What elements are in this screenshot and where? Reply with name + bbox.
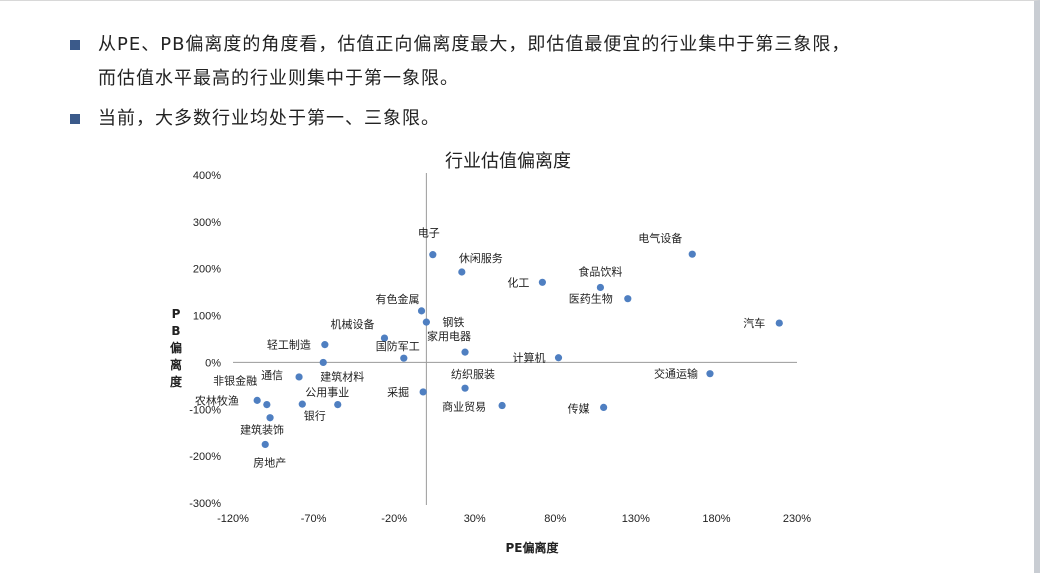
data-point [253,396,261,404]
point-label: 通信 [261,369,283,382]
point-label: 国防军工 [376,339,420,353]
data-point [554,354,563,362]
y-tick-label: -300% [189,498,221,510]
data-point [298,400,306,408]
bullet-square-icon [70,40,80,50]
point-label: 电气设备 [638,231,682,245]
point-label: 食品饮料 [578,264,622,278]
point-label: 家用电器 [427,329,471,343]
bullet-list: 从PE、PB偏离度的角度看，估值正向偏离度最大，即估值最便宜的行业集中于第三象限… [70,28,970,136]
data-point [596,283,605,292]
x-tick-label: 30% [464,513,486,525]
point-label: 汽车 [743,316,765,330]
data-point [538,278,546,286]
y-tick-label: 300% [193,217,221,229]
data-point [600,403,608,412]
data-point [380,334,389,342]
data-point [266,414,274,422]
y-tick-label: 400% [193,170,221,182]
point-label: 房地产 [253,455,286,469]
data-point [417,307,426,315]
data-point [419,388,427,396]
point-label: 钢铁 [442,316,464,329]
point-label: 计算机 [513,351,546,365]
data-point [461,384,469,392]
data-point [400,354,408,362]
data-point [775,319,783,327]
data-point [429,251,437,259]
chart-title: 行业估值偏离度 [445,151,571,172]
x-tick-label: 180% [702,513,730,525]
data-point [706,370,714,378]
x-tick-label: -20% [381,513,407,525]
y-tick-label: 0% [205,357,221,369]
point-label: 休闲服务 [459,251,503,265]
data-point [295,373,303,381]
x-axis-title: PE偏离度 [506,540,560,555]
point-label: 纺织服装 [451,367,495,381]
data-point [261,440,269,449]
data-point [688,250,696,258]
y-tick-label: 200% [193,264,221,276]
point-label: 传媒 [568,402,590,415]
y-tick-label: -100% [189,404,221,416]
bullet-line: 当前，大多数行业均处于第一、三象限。 [98,108,440,129]
point-label: 化工 [507,275,529,289]
x-tick-label: -70% [301,513,327,525]
bullet-line: 而估值水平最高的行业则集中于第一象限。 [98,68,459,89]
point-label: 机械设备 [330,317,374,331]
point-label: 交通运输 [654,367,698,381]
data-point [624,295,632,303]
data-point [319,358,327,367]
y-axis-title-char: 离 [170,357,182,372]
y-axis-title-char: B [171,324,180,338]
point-label: 农林牧渔 [195,394,239,408]
data-point [461,348,469,356]
data-points [253,250,783,449]
x-tick-label: -120% [217,513,249,525]
bullet-item: 从PE、PB偏离度的角度看，估值正向偏离度最大，即估值最便宜的行业集中于第三象限… [70,28,970,96]
y-axis-title-char: 偏 [170,340,182,355]
point-label: 医药生物 [569,292,613,306]
data-point [422,318,430,326]
bullet-square-icon [70,114,80,124]
y-tick-label: -200% [189,451,221,463]
data-point [334,401,342,409]
point-label: 建筑装饰 [240,423,284,437]
data-point [458,268,466,276]
x-tick-label: 130% [622,513,650,525]
y-tick-label: 100% [193,311,221,323]
point-label: 银行 [304,409,326,423]
bullet-item: 当前，大多数行业均处于第一、三象限。 [70,102,970,136]
y-axis-title-char: P [172,307,181,321]
data-point [321,341,329,349]
y-axis-title: PB偏离度 [170,307,183,389]
point-label: 电子 [418,227,440,240]
point-label: 商业贸易 [442,400,486,414]
x-tick-label: 80% [544,513,566,525]
y-tick-labels: 400% 300% 200% 100% 0% -100% -200% -300% [189,170,221,510]
data-point [263,401,271,409]
bullet-line: 从PE、PB偏离度的角度看，估值正向偏离度最大，即估值最便宜的行业集中于第三象限… [98,34,851,55]
point-label: 有色金属 [376,292,420,306]
data-point [498,401,506,410]
x-tick-labels: -120% -70% -20% 30% 80% 130% 180% 230% [217,513,811,525]
point-label: 建筑材料 [320,369,364,383]
y-axis-title-char: 度 [170,374,183,389]
x-tick-label: 230% [783,513,811,525]
point-label: 公用事业 [305,386,349,399]
point-label: 轻工制造 [267,338,311,352]
point-label: 非银金融 [213,373,257,387]
point-label: 采掘 [387,385,409,399]
chart-axes [233,173,797,505]
